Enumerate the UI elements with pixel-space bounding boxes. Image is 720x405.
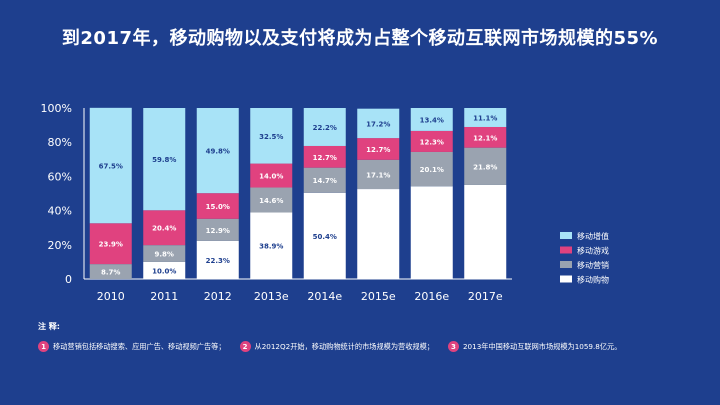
bar-segment-games	[303, 145, 346, 168]
data-label: 17.2%	[366, 120, 390, 128]
data-label: 12.1%	[473, 134, 497, 142]
bar-segment-shopping	[410, 186, 453, 279]
data-label: 50.4%	[313, 233, 337, 241]
x-tick-label: 2017e	[468, 290, 503, 303]
note-text: 2013年中国移动互联网市场规模为1059.8亿元。	[462, 341, 622, 351]
data-label: 11.1%	[473, 114, 497, 122]
x-tick-label: 2010	[97, 290, 125, 303]
bar-segment-marketing	[250, 187, 293, 213]
x-tick-label: 2013e	[254, 290, 289, 303]
bar-segment-value_added	[464, 108, 507, 127]
note-item-2: 2 从2012Q2开始，移动购物统计的市场规模为营收规模；	[239, 341, 434, 352]
legend-swatch-shopping	[560, 275, 572, 283]
notes-list: 1 移动营销包括移动搜索、应用广告、移动视频广告等； 2 从2012Q2开始，移…	[38, 341, 708, 352]
notes-title: 注 释:	[38, 322, 60, 331]
bar-segment-shopping	[196, 240, 239, 279]
bar-segment-games	[143, 210, 186, 246]
data-label: 10.0%	[152, 267, 176, 275]
x-tick-label: 2014e	[307, 290, 342, 303]
bar-segment-games	[89, 223, 132, 265]
data-label: 12.3%	[420, 138, 444, 146]
data-label: 23.9%	[99, 241, 123, 249]
bar-segment-shopping	[464, 184, 507, 279]
bar-segment-games	[410, 130, 453, 152]
data-label: 14.0%	[259, 173, 283, 181]
note-text: 从2012Q2开始，移动购物统计的市场规模为营收规模；	[254, 341, 434, 351]
bar-segment-marketing	[143, 245, 186, 262]
chart-title: 到2017年，移动购物以及支付将成为占整个移动互联网市场规模的55%	[61, 28, 659, 49]
x-tick-label: 2015e	[361, 290, 396, 303]
note-text: 移动营销包括移动搜索、应用广告、移动视频广告等；	[53, 341, 226, 351]
data-label: 12.9%	[206, 227, 230, 235]
x-tick-label: 2012	[204, 290, 232, 303]
bar-segment-marketing	[464, 147, 507, 185]
stacked-bar-chart: 0 20% 40% 60% 80% 100% 8.7% 23.9% 67.5% 2010 10.0%…	[41, 102, 609, 303]
chart-area: 0 20% 40% 60% 80% 100% 8.7% 23.9% 67.5% 2010 10.0%…	[41, 102, 609, 303]
bar-segment-games	[250, 163, 293, 188]
data-label: 14.7%	[313, 177, 337, 185]
data-label: 8.7%	[101, 269, 120, 277]
note-number-badge: 3	[447, 341, 459, 352]
bar-segment-value_added	[89, 107, 132, 224]
y-tick-label: 100%	[41, 102, 72, 115]
data-label: 20.1%	[420, 166, 444, 174]
data-label: 15.0%	[206, 203, 230, 211]
bar-segment-shopping	[303, 192, 346, 279]
bar-segment-marketing	[410, 151, 453, 187]
bar-segment-value_added	[196, 108, 239, 194]
data-label: 9.8%	[155, 251, 174, 259]
data-label: 20.4%	[152, 225, 176, 233]
bar-segment-marketing	[89, 264, 132, 279]
bar-segment-value_added	[357, 108, 400, 139]
legend-swatch-marketing	[560, 261, 572, 268]
note-number-badge: 2	[239, 341, 251, 352]
data-label: 49.8%	[206, 148, 230, 156]
legend-swatch-games	[560, 246, 572, 254]
bar-segment-shopping	[250, 212, 293, 279]
bar-segment-value_added	[303, 108, 346, 146]
legend-label-games: 移动游戏	[577, 246, 609, 256]
note-item-1: 1 移动营销包括移动搜索、应用广告、移动视频广告等；	[38, 341, 226, 352]
bar-segment-marketing	[303, 167, 346, 193]
data-label: 32.5%	[259, 133, 283, 141]
y-tick-label: 0	[65, 273, 72, 286]
bar-segment-games	[196, 193, 239, 219]
note-number-badge: 1	[38, 341, 49, 352]
bar-segment-value_added	[250, 108, 293, 164]
legend-label-marketing: 移动营销	[577, 260, 609, 270]
bar-segment-marketing	[357, 159, 400, 190]
bar-segment-value_added	[143, 108, 186, 211]
data-label: 22.3%	[206, 257, 230, 265]
y-tick-label: 80%	[48, 136, 72, 149]
bar-segment-games	[464, 126, 507, 148]
data-label: 59.8%	[152, 156, 176, 164]
note-item-3: 3 2013年中国移动互联网市场规模为1059.8亿元。	[447, 341, 622, 352]
data-label: 12.7%	[313, 154, 337, 162]
bar-segment-shopping	[357, 189, 400, 279]
legend-label-shopping: 移动购物	[577, 275, 609, 285]
x-tick-label: 2016e	[414, 290, 449, 303]
legend-swatch-value_added	[560, 232, 572, 239]
bar-segment-games	[357, 138, 400, 160]
data-label: 67.5%	[99, 163, 123, 171]
data-label: 38.9%	[259, 243, 283, 251]
y-tick-label: 60%	[48, 170, 72, 183]
data-label: 22.2%	[313, 124, 337, 132]
data-label: 17.1%	[366, 171, 390, 179]
y-tick-label: 20%	[48, 239, 72, 252]
x-tick-label: 2011	[150, 290, 178, 303]
data-label: 21.8%	[473, 163, 497, 171]
bar-segment-shopping	[143, 261, 186, 279]
bar-segment-marketing	[196, 218, 239, 241]
notes-section: 注 释: 1 移动营销包括移动搜索、应用广告、移动视频广告等； 2 从2012Q…	[38, 321, 708, 352]
data-label: 12.7%	[366, 146, 390, 154]
data-label: 13.4%	[420, 116, 444, 124]
data-label: 14.6%	[259, 197, 283, 205]
legend-label-value_added: 移动增值	[577, 231, 609, 241]
y-tick-label: 40%	[48, 205, 72, 218]
bar-segment-value_added	[410, 108, 453, 131]
